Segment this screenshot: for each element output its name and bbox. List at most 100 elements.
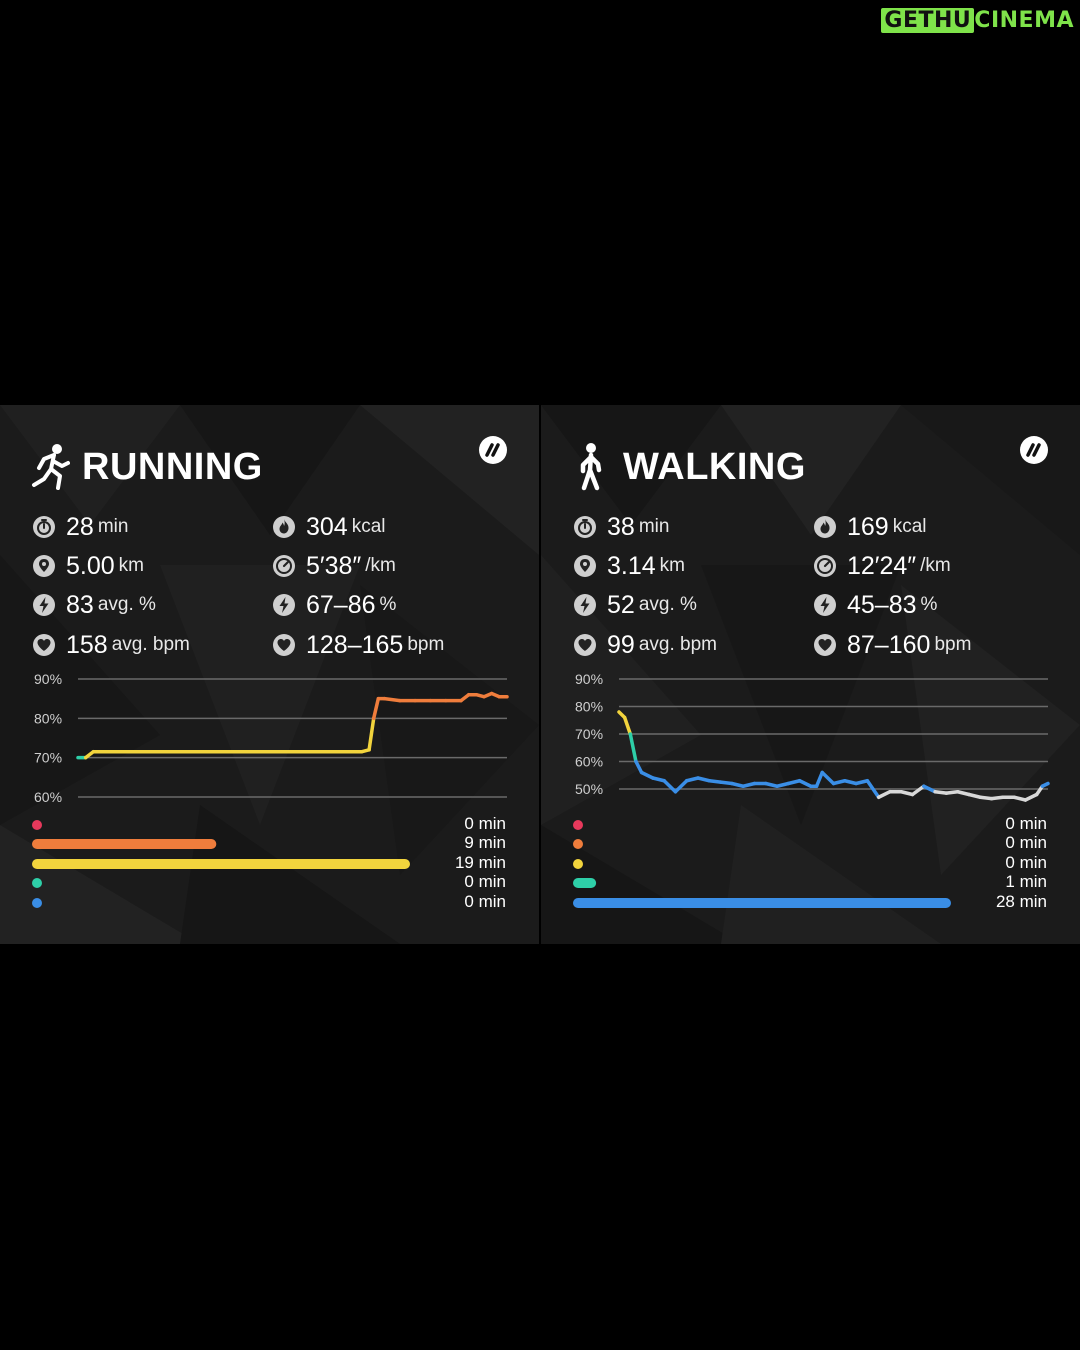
stat-value: 83 xyxy=(66,590,94,619)
flame-icon xyxy=(273,516,295,538)
activity-title: WALKING xyxy=(623,446,806,488)
stat-value: 52 xyxy=(607,590,635,619)
stat-left-1: 5.00 km xyxy=(32,549,144,583)
stat-right-1: 12′24″/km xyxy=(813,549,951,583)
y-tick-label: 80% xyxy=(34,710,62,726)
flame-icon xyxy=(814,516,836,538)
series-line-segment xyxy=(922,784,937,794)
zone-duration-label: 0 min xyxy=(1005,853,1047,872)
y-tick-label: 70% xyxy=(575,726,603,742)
stat-value: 45–83 xyxy=(847,590,917,619)
lightning-icon xyxy=(574,594,596,616)
series-line-segment xyxy=(696,776,712,783)
location-pin-icon xyxy=(574,555,596,577)
stat-unit: kcal xyxy=(351,516,386,537)
zone-duration-label: 1 min xyxy=(1005,872,1047,891)
stat-unit: km xyxy=(118,555,144,576)
walking-card: WALKING 38 min 3.14 km 52 avg. % 99 avg. bpm 169… xyxy=(541,405,1080,944)
series-line-segment xyxy=(978,795,994,801)
series-line-segment xyxy=(1023,792,1039,802)
stat-right-0: 304 kcal xyxy=(272,510,386,544)
y-tick-label: 60% xyxy=(575,754,603,770)
speedometer-icon xyxy=(273,555,295,577)
stat-left-2: 83 avg. % xyxy=(32,588,156,622)
whoop-logo-icon xyxy=(1020,436,1048,464)
stat-unit: /km xyxy=(920,555,951,576)
y-tick-label: 90% xyxy=(575,671,603,687)
location-pin-icon xyxy=(33,555,55,577)
series-line-segment xyxy=(1012,795,1028,802)
stat-right-3: 87–160 bpm xyxy=(813,628,971,662)
stat-left-0: 38 min xyxy=(573,510,669,544)
series-line-segment xyxy=(876,790,892,799)
stat-right-0: 169 kcal xyxy=(813,510,927,544)
stat-unit: % xyxy=(379,594,397,615)
stat-left-3: 158 avg. bpm xyxy=(32,628,190,662)
zone-duration-label: 0 min xyxy=(1005,814,1047,833)
y-tick-label: 90% xyxy=(34,671,62,687)
lightning-icon xyxy=(814,594,836,616)
series-line-segment xyxy=(989,795,1005,801)
stat-unit: km xyxy=(659,555,685,576)
stat-unit: /km xyxy=(365,555,396,576)
stat-right-2: 67–86% xyxy=(272,588,396,622)
series-line-segment xyxy=(854,779,870,786)
heart-icon xyxy=(273,634,295,656)
whoop-logo-icon xyxy=(479,436,507,464)
stat-value: 99 xyxy=(607,630,635,659)
series-line-segment xyxy=(730,781,745,788)
series-line-segment xyxy=(639,770,655,780)
watermark-logo: GETHU CINEMA xyxy=(881,8,1074,33)
stat-value: 38 xyxy=(607,512,635,541)
stat-value: 5′38″ xyxy=(306,551,362,580)
heart-icon xyxy=(574,634,596,656)
series-line-segment xyxy=(933,790,949,795)
y-tick-label: 60% xyxy=(34,789,62,805)
stat-left-1: 3.14 km xyxy=(573,549,685,583)
stat-value: 128–165 xyxy=(306,630,404,659)
series-line-segment xyxy=(371,696,381,721)
stat-value: 3.14 xyxy=(607,551,656,580)
stopwatch-icon xyxy=(33,516,55,538)
y-tick-label: 50% xyxy=(575,781,603,797)
series-line-segment xyxy=(382,696,402,703)
series-line-segment xyxy=(718,780,734,786)
series-line-segment xyxy=(843,779,858,786)
stat-unit: min xyxy=(97,516,129,537)
zone-duration-label: 0 min xyxy=(464,892,506,911)
series-line-segment xyxy=(944,790,960,795)
zone-duration-label: 19 min xyxy=(454,853,506,872)
strain-chart: 90% 80% 70% 60% xyxy=(32,671,509,908)
series-line-segment xyxy=(899,790,915,797)
series-line-segment xyxy=(786,779,802,786)
series-line-segment xyxy=(651,776,666,783)
stat-value: 169 xyxy=(847,512,889,541)
series-line-segment xyxy=(1040,781,1050,788)
stat-value: 28 xyxy=(66,512,94,541)
heart-icon xyxy=(33,634,55,656)
series-line-segment xyxy=(628,732,638,764)
series-line-segment xyxy=(967,792,983,799)
y-tick-label: 80% xyxy=(575,699,603,715)
stat-unit: avg. bpm xyxy=(638,634,717,655)
stat-unit: avg. bpm xyxy=(111,634,190,655)
zone-duration-label: 0 min xyxy=(464,872,506,891)
series-line-segment xyxy=(820,770,836,786)
series-line-segment xyxy=(367,716,376,752)
stat-unit: kcal xyxy=(892,516,927,537)
zone-duration-label: 0 min xyxy=(464,814,506,833)
series-line-segment xyxy=(955,790,971,797)
strain-chart: 90% 80% 70% 60% 50% xyxy=(573,671,1050,908)
stat-value: 304 xyxy=(306,512,348,541)
heart-icon xyxy=(814,634,836,656)
stat-unit: bpm xyxy=(407,634,445,655)
stat-left-2: 52 avg. % xyxy=(573,588,697,622)
card-background xyxy=(0,405,539,944)
series-line-segment xyxy=(634,759,644,775)
series-line-segment xyxy=(764,781,779,788)
y-tick-label: 70% xyxy=(34,750,62,766)
stopwatch-icon xyxy=(574,516,596,538)
series-line-segment xyxy=(797,779,813,788)
zone-duration-label: 0 min xyxy=(1005,833,1047,852)
stat-value: 5.00 xyxy=(66,551,115,580)
